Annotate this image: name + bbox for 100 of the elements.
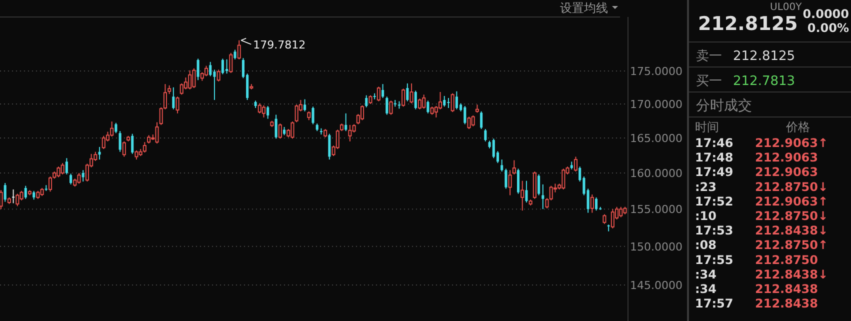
- candlestick: [525, 180, 528, 204]
- candlestick: [226, 58, 228, 74]
- candlestick: [77, 172, 81, 184]
- candlestick: [274, 114, 278, 140]
- candlestick: [516, 168, 520, 194]
- text: 分时成交: [696, 98, 752, 114]
- text: 17:48: [695, 150, 734, 165]
- candlestick: [237, 40, 241, 60]
- candlestick: [188, 70, 192, 90]
- candlestick: [450, 92, 454, 113]
- candlestick: [590, 194, 594, 214]
- candlestick: [610, 208, 614, 229]
- candlestick: [386, 96, 388, 116]
- text: 212.9063: [755, 165, 818, 180]
- text: 17:49: [695, 165, 734, 180]
- candlestick: [20, 190, 24, 201]
- text: :08: [695, 238, 716, 252]
- candlestick: [447, 97, 450, 108]
- candlestick: [492, 138, 495, 159]
- candlestick: [110, 121, 114, 138]
- candlestick: [213, 69, 216, 100]
- candlestick: [619, 206, 623, 218]
- candlestick: [520, 180, 524, 212]
- candlestick: [0, 190, 3, 210]
- text: 买一: [696, 74, 722, 89]
- candlestick: [434, 105, 438, 118]
- candlestick: [574, 156, 578, 172]
- text: 17:52: [695, 194, 734, 208]
- text: :34: [695, 267, 716, 282]
- text: 时间: [695, 120, 719, 134]
- text: 212.8438↓: [755, 267, 828, 282]
- candlestick: [192, 68, 196, 89]
- text: 0.00%: [807, 21, 849, 35]
- candlestick: [455, 90, 458, 110]
- candlestick: [382, 84, 384, 98]
- candlestick: [467, 116, 471, 130]
- candlestick: [410, 82, 414, 104]
- candlestick: [131, 133, 134, 154]
- candlestick: [82, 170, 84, 182]
- candlestick: [209, 61, 212, 77]
- candlestick: [344, 112, 348, 132]
- text: 212.7813: [733, 74, 796, 89]
- candlestick: [266, 105, 270, 120]
- candlestick: [484, 128, 487, 142]
- candlestick: [262, 104, 266, 118]
- candlestick: [176, 96, 180, 114]
- candlestick: [184, 77, 188, 90]
- text: 212.8438↓: [755, 224, 828, 238]
- candlestick: [602, 214, 606, 224]
- candlestick: [122, 140, 126, 158]
- text: 212.8125: [733, 49, 796, 64]
- candlestick: [278, 123, 282, 140]
- text: 212.8125: [698, 13, 798, 35]
- y-tick-label: 150.0000: [630, 240, 682, 254]
- candlestick: [12, 188, 15, 204]
- candlestick: [142, 142, 146, 154]
- candlestick: [16, 193, 20, 207]
- candlestick: [304, 98, 306, 112]
- candlestick: [504, 168, 508, 190]
- candlestick: [328, 133, 331, 160]
- candlestick: [426, 100, 430, 114]
- text: 0.0000: [802, 7, 849, 21]
- candlestick: [4, 182, 6, 202]
- candlestick: [418, 98, 422, 110]
- text: 212.8750↓: [755, 180, 828, 194]
- y-tick-label: 160.0000: [630, 166, 682, 180]
- text: 设置均线: [560, 1, 608, 15]
- candlestick: [65, 158, 68, 175]
- candlestick: [216, 69, 220, 82]
- text: :10: [695, 209, 716, 223]
- text: 212.9063: [755, 150, 818, 165]
- candlestick: [312, 106, 314, 125]
- candlestick: [586, 188, 590, 214]
- candlestick: [402, 88, 406, 108]
- text: UL00Y: [770, 2, 803, 13]
- text: 卖一: [696, 49, 722, 64]
- candlestick: [102, 135, 106, 150]
- candlestick: [204, 65, 208, 77]
- text: 212.8750↓: [755, 209, 828, 223]
- candlestick: [294, 104, 298, 123]
- y-tick-label: 145.0000: [630, 278, 682, 292]
- candlestick: [196, 58, 200, 81]
- y-tick-label: 165.0000: [630, 132, 682, 145]
- text: 价格: [785, 120, 810, 134]
- candlestick: [480, 110, 483, 130]
- text: 212.9063↑: [755, 194, 828, 208]
- candlestick: [155, 122, 159, 144]
- candlestick: [172, 86, 175, 110]
- text: 17:46: [695, 136, 734, 150]
- candlestick: [376, 86, 380, 102]
- candlestick: [464, 105, 466, 125]
- candlestick: [389, 100, 393, 116]
- annotation: 179.7812: [253, 38, 306, 52]
- candlestick: [422, 94, 426, 110]
- candlestick: [348, 124, 352, 142]
- candlestick: [290, 121, 294, 140]
- candlestick: [134, 150, 138, 160]
- candlestick: [542, 184, 544, 210]
- candlestick: [406, 82, 409, 102]
- candlestick: [221, 58, 224, 75]
